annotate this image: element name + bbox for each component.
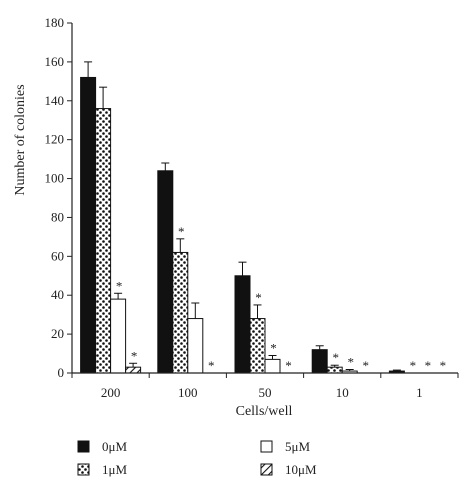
y-tick-label: 120 <box>45 132 65 147</box>
y-axis-ticks: 0 20 40 60 80 100 120 140 160 180 <box>45 15 72 380</box>
y-tick-label: 140 <box>45 93 65 108</box>
significance-mark: * <box>255 290 262 305</box>
legend-swatch <box>260 440 273 453</box>
legend: 0μM 1μM 5μM 10μM <box>77 439 317 477</box>
legend-label: 10μM <box>285 462 317 477</box>
significance-mark: * <box>178 224 185 239</box>
bar <box>157 170 174 374</box>
bar <box>125 366 142 374</box>
legend-swatch <box>260 463 273 476</box>
significance-mark: * <box>285 358 292 373</box>
y-tick-label: 40 <box>51 287 64 302</box>
legend-swatch <box>77 440 90 453</box>
axes <box>71 23 458 374</box>
significance-mark: * <box>425 358 432 373</box>
bar <box>249 318 266 374</box>
bars-layer: * * * * * * * * * * * * * <box>80 61 447 374</box>
significance-mark: * <box>347 355 354 370</box>
x-tick-label: 10 <box>336 385 349 400</box>
y-tick-label: 100 <box>45 171 65 186</box>
bar <box>234 275 251 374</box>
significance-mark: * <box>131 348 138 363</box>
significance-mark: * <box>270 341 277 356</box>
bar <box>172 251 189 374</box>
bar <box>326 366 343 374</box>
x-tick-label: 200 <box>101 385 121 400</box>
bar <box>311 349 328 374</box>
bar <box>264 358 281 374</box>
significance-mark: * <box>208 358 215 373</box>
y-tick-label: 160 <box>45 54 65 69</box>
x-tick-label: 100 <box>178 385 198 400</box>
x-axis-ticks: 200 100 50 10 1 <box>71 373 459 400</box>
significance-mark: * <box>440 358 447 373</box>
bar <box>110 298 127 374</box>
x-tick-label: 1 <box>416 385 423 400</box>
significance-mark: * <box>116 278 123 293</box>
legend-label: 1μM <box>102 462 127 477</box>
bar <box>95 108 112 374</box>
legend-label: 0μM <box>102 439 127 454</box>
y-tick-label: 80 <box>51 209 64 224</box>
y-tick-label: 0 <box>58 365 65 380</box>
y-axis-title: Number of colonies <box>13 84 28 195</box>
y-tick-label: 60 <box>51 248 64 263</box>
bar <box>187 318 204 374</box>
x-tick-label: 50 <box>259 385 272 400</box>
significance-mark: * <box>332 350 339 365</box>
bar <box>80 76 97 374</box>
significance-mark: * <box>362 358 369 373</box>
legend-label: 5μM <box>285 439 310 454</box>
significance-mark: * <box>410 358 417 373</box>
y-tick-label: 180 <box>45 15 65 30</box>
y-tick-label: 20 <box>51 326 64 341</box>
x-axis-title: Cells/well <box>236 404 293 419</box>
legend-swatch <box>77 463 90 476</box>
